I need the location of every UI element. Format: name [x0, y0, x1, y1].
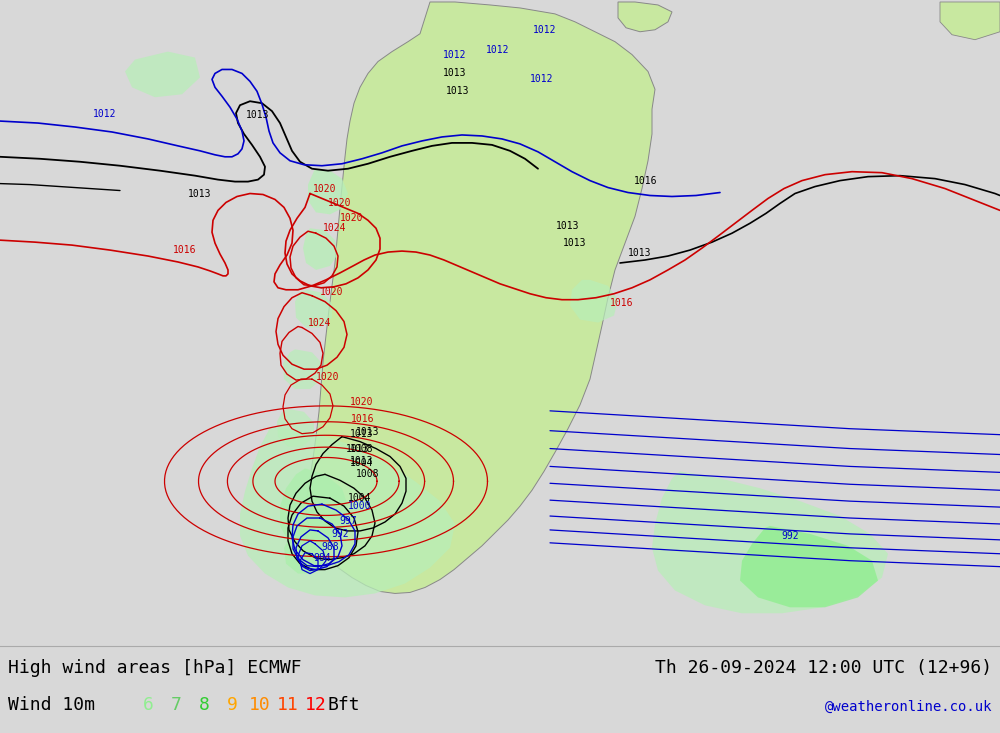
Text: 1012: 1012 — [93, 109, 117, 119]
Polygon shape — [125, 51, 200, 97]
Text: 997: 997 — [339, 516, 357, 526]
Text: 1024: 1024 — [308, 317, 332, 328]
Text: 1013: 1013 — [443, 68, 467, 78]
Text: 11: 11 — [277, 696, 299, 714]
Text: 1012: 1012 — [443, 50, 467, 59]
Text: 1016: 1016 — [173, 245, 197, 255]
Text: 1020: 1020 — [328, 199, 352, 208]
Polygon shape — [618, 2, 672, 32]
Text: 984: 984 — [313, 553, 331, 563]
Text: 1013: 1013 — [346, 443, 370, 454]
Text: Wind 10m: Wind 10m — [8, 696, 95, 714]
Text: Bft: Bft — [328, 696, 360, 714]
Text: 992: 992 — [781, 531, 799, 541]
Text: 1008: 1008 — [350, 443, 374, 454]
Text: 992: 992 — [331, 529, 349, 539]
Text: 7: 7 — [171, 696, 181, 714]
Text: 1024: 1024 — [323, 224, 347, 233]
Polygon shape — [652, 471, 888, 614]
Text: 1016: 1016 — [634, 176, 658, 185]
Text: Th 26-09-2024 12:00 UTC (12+96): Th 26-09-2024 12:00 UTC (12+96) — [655, 659, 992, 677]
Text: 1000: 1000 — [348, 501, 372, 511]
Polygon shape — [303, 228, 338, 270]
Polygon shape — [570, 280, 618, 323]
Text: 1013: 1013 — [556, 221, 580, 231]
Text: 1016: 1016 — [351, 414, 375, 424]
Text: 1020: 1020 — [350, 397, 374, 407]
Text: 1013: 1013 — [188, 188, 212, 199]
Text: 12: 12 — [305, 696, 327, 714]
Text: 1012: 1012 — [533, 25, 557, 34]
Text: 1016: 1016 — [610, 298, 634, 308]
Text: High wind areas [hPa] ECMWF: High wind areas [hPa] ECMWF — [8, 659, 302, 677]
Text: 6: 6 — [143, 696, 153, 714]
Text: 1020: 1020 — [320, 287, 344, 297]
Text: 1013: 1013 — [563, 238, 587, 248]
Polygon shape — [740, 526, 878, 608]
Text: 1004: 1004 — [350, 458, 374, 468]
Text: 1020: 1020 — [313, 183, 337, 194]
Polygon shape — [280, 468, 348, 550]
Polygon shape — [306, 2, 655, 594]
Text: 1004: 1004 — [348, 493, 372, 503]
Polygon shape — [308, 169, 348, 214]
Polygon shape — [283, 350, 322, 389]
Text: 8: 8 — [199, 696, 209, 714]
Text: 1013: 1013 — [350, 429, 374, 438]
Polygon shape — [940, 2, 1000, 40]
Text: 1013: 1013 — [246, 110, 270, 120]
Polygon shape — [284, 526, 328, 574]
Text: 1020: 1020 — [316, 372, 340, 382]
Text: 1013: 1013 — [446, 86, 470, 96]
Text: 1013: 1013 — [356, 427, 380, 437]
Text: 1012: 1012 — [486, 45, 510, 55]
Text: 9: 9 — [227, 696, 237, 714]
Text: 1008: 1008 — [356, 469, 380, 479]
Text: 10: 10 — [249, 696, 271, 714]
Polygon shape — [240, 427, 455, 597]
Text: 1012: 1012 — [530, 74, 554, 84]
Text: 988: 988 — [321, 542, 339, 552]
Text: 1013: 1013 — [628, 248, 652, 258]
Polygon shape — [295, 290, 332, 328]
Text: 1013: 1013 — [350, 457, 374, 466]
Text: @weatheronline.co.uk: @weatheronline.co.uk — [824, 700, 992, 714]
Polygon shape — [277, 409, 314, 446]
Text: 1020: 1020 — [340, 213, 364, 224]
